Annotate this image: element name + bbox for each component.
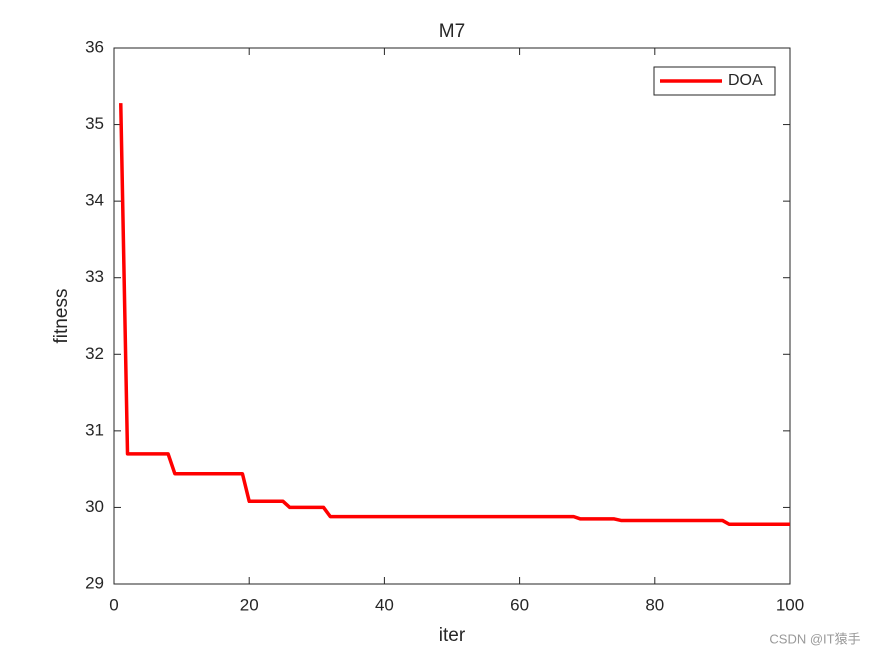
y-tick-label: 35 xyxy=(85,114,104,133)
x-tick-label: 60 xyxy=(510,595,529,614)
y-tick-label: 34 xyxy=(85,191,104,210)
x-tick-label: 0 xyxy=(109,595,118,614)
y-tick-label: 31 xyxy=(85,420,104,439)
watermark: CSDN @IT猿手 xyxy=(769,631,860,646)
y-tick-label: 32 xyxy=(85,344,104,363)
y-tick-label: 30 xyxy=(85,497,104,516)
axes-box xyxy=(113,47,791,585)
data-line xyxy=(119,103,790,527)
x-tick-label: 20 xyxy=(240,595,259,614)
y-tick-label: 33 xyxy=(85,267,104,286)
y-tick-label: 29 xyxy=(85,573,104,592)
x-tick-label: 100 xyxy=(776,595,804,614)
y-tick-label: 36 xyxy=(85,37,104,56)
x-tick-label: 80 xyxy=(645,595,664,614)
y-axis-label: fitness xyxy=(51,289,72,344)
chart-title: M7 xyxy=(439,21,465,42)
legend-label: DOA xyxy=(728,72,763,89)
x-axis-label: iter xyxy=(439,625,466,646)
x-tick-label: 40 xyxy=(375,595,394,614)
